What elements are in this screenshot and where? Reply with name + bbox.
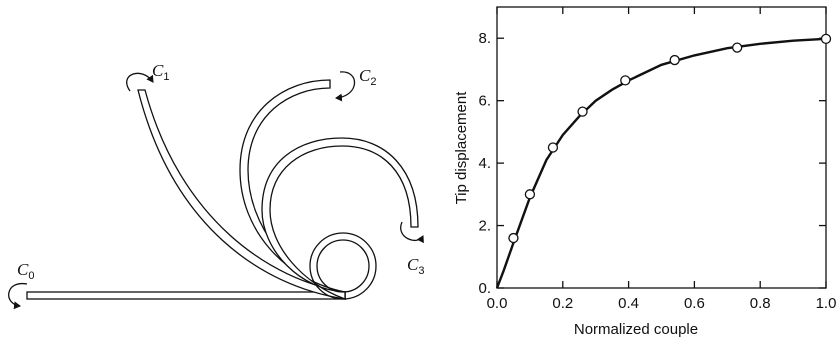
- beam-shape-ring-inner: [316, 239, 370, 293]
- y-tick-label: 6.: [478, 93, 491, 110]
- label-c3: C3: [407, 255, 424, 277]
- y-tick-label: 0.: [478, 280, 491, 297]
- couple-arrow-c3: [400, 221, 424, 244]
- data-point: [620, 75, 631, 86]
- y-tick-label: 2.: [478, 218, 491, 235]
- beam-shape-c0: [26, 291, 346, 300]
- y-axis-label: Tip displacement: [453, 91, 470, 205]
- beam-shape-c3: [261, 137, 419, 300]
- x-tick-label: 0.8: [750, 295, 771, 312]
- couple-arrow-c1: [126, 72, 154, 92]
- data-point: [820, 33, 832, 44]
- data-point: [508, 232, 519, 244]
- plot-frame: [496, 6, 827, 289]
- x-tick-label: 1.0: [816, 295, 837, 312]
- y-tick-label: 4.: [478, 155, 491, 172]
- label-c1: C1: [152, 61, 169, 83]
- label-c0: C0: [17, 260, 34, 282]
- data-point: [669, 54, 680, 66]
- y-tick-label: 8.: [478, 30, 491, 47]
- label-c2: C2: [359, 66, 376, 88]
- couple-arrow-c0: [8, 283, 28, 310]
- data-curve: [495, 37, 827, 289]
- x-tick-label: 0.2: [552, 295, 573, 312]
- data-point: [547, 142, 559, 153]
- x-tick-label: 0.6: [684, 295, 705, 312]
- beam-shape-c1: [137, 89, 346, 300]
- data-point: [577, 106, 588, 117]
- couple-arrow-c2: [335, 71, 356, 102]
- x-tick-label: 0.4: [618, 295, 639, 312]
- data-point: [732, 42, 743, 53]
- data-point: [524, 189, 536, 200]
- beam-shape-ring-outer: [309, 232, 377, 300]
- chart: 0.0 0.2 0.4 0.6 0.8 1.0 0. 2. 4. 6. 8. Normalized…: [453, 6, 837, 338]
- beam-diagram: [26, 79, 419, 300]
- x-axis-label: Normalized couple: [574, 321, 698, 338]
- x-tick-label: 0.0: [487, 295, 508, 312]
